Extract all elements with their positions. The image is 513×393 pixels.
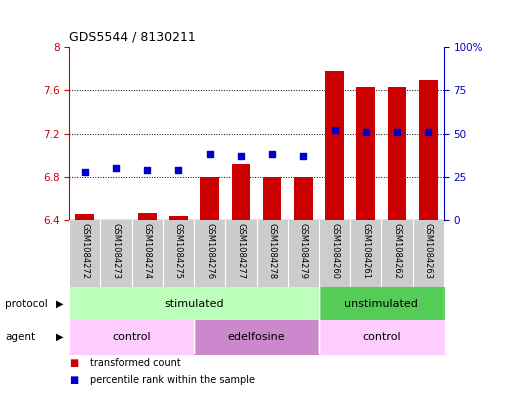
Bar: [263, 177, 282, 220]
Text: ■: ■: [69, 375, 78, 385]
Text: stimulated: stimulated: [164, 299, 224, 309]
Text: GSM1084276: GSM1084276: [205, 223, 214, 279]
Text: agent: agent: [5, 332, 35, 342]
Bar: [288, 220, 319, 287]
Bar: [325, 71, 344, 220]
Bar: [256, 220, 288, 287]
Text: transformed count: transformed count: [90, 358, 181, 367]
Point: [81, 169, 89, 175]
Point: [206, 151, 214, 158]
Point: [143, 167, 151, 173]
Text: ▶: ▶: [56, 299, 64, 309]
Point: [393, 129, 401, 135]
Bar: [194, 220, 225, 287]
Point: [362, 129, 370, 135]
Bar: [357, 87, 375, 220]
Bar: [388, 87, 406, 220]
Bar: [231, 164, 250, 220]
Bar: [138, 213, 156, 220]
Text: GSM1084261: GSM1084261: [361, 223, 370, 279]
Point: [268, 151, 276, 158]
Text: GSM1084274: GSM1084274: [143, 223, 152, 279]
Bar: [101, 220, 132, 287]
Bar: [294, 177, 312, 220]
Point: [174, 167, 183, 173]
Bar: [350, 220, 381, 287]
Text: control: control: [112, 332, 151, 342]
Bar: [319, 220, 350, 287]
Point: [112, 165, 120, 171]
Bar: [412, 220, 444, 287]
Bar: [381, 220, 412, 287]
Bar: [419, 79, 438, 220]
Point: [237, 153, 245, 159]
Text: protocol: protocol: [5, 299, 48, 309]
Text: unstimulated: unstimulated: [344, 299, 418, 309]
Point: [330, 127, 339, 133]
Bar: [163, 220, 194, 287]
Text: GSM1084262: GSM1084262: [392, 223, 402, 279]
Text: GSM1084275: GSM1084275: [174, 223, 183, 279]
Text: GSM1084273: GSM1084273: [111, 223, 121, 279]
Text: GSM1084279: GSM1084279: [299, 223, 308, 279]
Point: [424, 129, 432, 135]
Bar: [75, 213, 94, 220]
Text: GSM1084277: GSM1084277: [236, 223, 245, 279]
Text: percentile rank within the sample: percentile rank within the sample: [90, 375, 255, 385]
Text: GSM1084263: GSM1084263: [424, 223, 432, 279]
Bar: [169, 216, 188, 220]
Bar: [69, 220, 101, 287]
Bar: [200, 177, 219, 220]
Text: control: control: [362, 332, 401, 342]
Point: [299, 153, 307, 159]
Text: ▶: ▶: [56, 332, 64, 342]
Bar: [132, 220, 163, 287]
Text: ■: ■: [69, 358, 78, 367]
Text: GSM1084272: GSM1084272: [81, 223, 89, 279]
Text: GSM1084260: GSM1084260: [330, 223, 339, 279]
Text: GDS5544 / 8130211: GDS5544 / 8130211: [69, 30, 196, 44]
Bar: [225, 220, 256, 287]
Text: edelfosine: edelfosine: [228, 332, 285, 342]
Text: GSM1084278: GSM1084278: [268, 223, 277, 279]
